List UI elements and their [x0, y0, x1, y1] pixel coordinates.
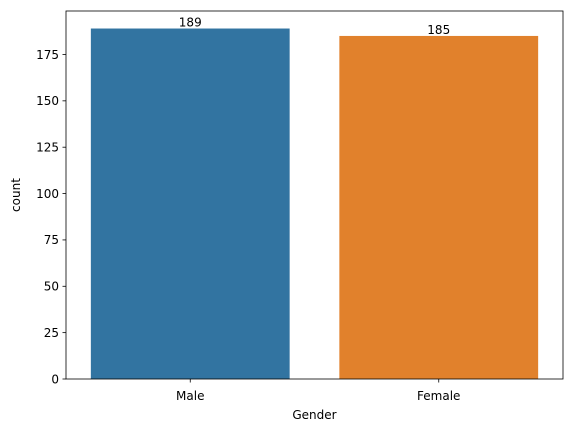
- y-axis-label: count: [9, 178, 23, 212]
- x-axis-label: Gender: [292, 408, 336, 422]
- y-tick-label: 0: [51, 372, 59, 386]
- y-axis: 0 25 50 75 100 125 150 175: [36, 48, 66, 386]
- x-tick-label-male: Male: [176, 389, 204, 403]
- y-tick-label: 50: [44, 280, 59, 294]
- x-axis: Male Female: [176, 379, 460, 403]
- y-tick-label: 25: [44, 326, 59, 340]
- bar-female: [339, 35, 539, 380]
- bar-male: [90, 28, 290, 380]
- y-tick-label: 100: [36, 187, 59, 201]
- plot-frame: [65, 10, 564, 380]
- y-tick-label: 150: [36, 94, 59, 108]
- y-tick-label: 125: [36, 141, 59, 155]
- data-labels-group: 189 185: [179, 16, 450, 37]
- y-tick-label: 175: [36, 48, 59, 62]
- x-tick-label-female: Female: [417, 389, 460, 403]
- bars-group: [90, 28, 539, 380]
- y-tick-label: 75: [44, 233, 59, 247]
- data-label-female: 185: [427, 23, 450, 37]
- data-label-male: 189: [179, 16, 202, 30]
